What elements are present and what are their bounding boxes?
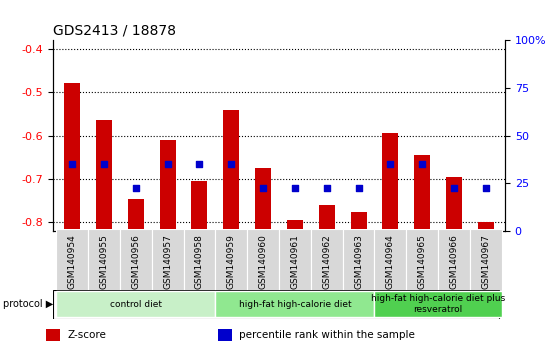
Bar <box>152 229 184 291</box>
Point <box>163 161 172 167</box>
Text: GSM140956: GSM140956 <box>131 234 140 289</box>
Bar <box>350 212 367 231</box>
Bar <box>215 229 247 291</box>
Text: GSM140958: GSM140958 <box>195 234 204 289</box>
Bar <box>46 329 60 341</box>
Point <box>131 185 140 190</box>
Bar <box>120 229 152 291</box>
Text: GSM140961: GSM140961 <box>290 234 300 289</box>
Bar <box>128 199 144 231</box>
Bar <box>470 229 502 291</box>
Bar <box>343 229 374 291</box>
Text: GSM140960: GSM140960 <box>258 234 268 289</box>
Point <box>418 161 427 167</box>
Text: high-fat high-calorie diet plus
resveratrol: high-fat high-calorie diet plus resverat… <box>371 295 506 314</box>
Point <box>386 161 395 167</box>
Text: high-fat high-calorie diet: high-fat high-calorie diet <box>239 299 351 309</box>
Bar <box>184 229 215 291</box>
Text: GSM140954: GSM140954 <box>68 234 76 289</box>
Bar <box>287 220 303 231</box>
Text: GSM140962: GSM140962 <box>322 234 331 289</box>
Point <box>482 185 490 190</box>
Point <box>99 161 108 167</box>
Bar <box>56 291 215 317</box>
Bar <box>414 155 430 231</box>
Text: GSM140955: GSM140955 <box>99 234 108 289</box>
Bar <box>218 329 232 341</box>
Text: protocol ▶: protocol ▶ <box>3 299 53 309</box>
Text: GSM140964: GSM140964 <box>386 234 395 289</box>
Bar <box>223 109 239 231</box>
Bar <box>319 205 335 231</box>
Text: GSM140957: GSM140957 <box>163 234 172 289</box>
Bar <box>191 181 208 231</box>
Point <box>354 185 363 190</box>
Text: GSM140963: GSM140963 <box>354 234 363 289</box>
Bar <box>438 229 470 291</box>
Bar <box>478 222 494 231</box>
Bar <box>56 229 88 291</box>
Point <box>227 161 235 167</box>
Text: GSM140967: GSM140967 <box>482 234 490 289</box>
Bar <box>255 168 271 231</box>
Text: control diet: control diet <box>110 299 162 309</box>
Point <box>450 185 459 190</box>
Text: Z-score: Z-score <box>68 330 106 341</box>
Point <box>291 185 300 190</box>
Bar <box>374 229 406 291</box>
Bar <box>311 229 343 291</box>
Point <box>195 161 204 167</box>
Point <box>68 161 76 167</box>
Bar <box>96 120 112 231</box>
Bar <box>382 133 398 231</box>
Text: GSM140959: GSM140959 <box>227 234 236 289</box>
Text: percentile rank within the sample: percentile rank within the sample <box>239 330 415 341</box>
Bar <box>406 229 438 291</box>
Bar <box>88 229 120 291</box>
Bar <box>279 229 311 291</box>
Bar <box>247 229 279 291</box>
Bar <box>215 291 374 317</box>
Point <box>258 185 267 190</box>
Bar <box>446 177 462 231</box>
Point <box>323 185 331 190</box>
Text: GSM140966: GSM140966 <box>450 234 459 289</box>
Bar <box>160 140 176 231</box>
Text: GSM140965: GSM140965 <box>418 234 427 289</box>
Bar <box>64 84 80 231</box>
Text: GDS2413 / 18878: GDS2413 / 18878 <box>53 23 176 38</box>
Bar <box>374 291 502 317</box>
